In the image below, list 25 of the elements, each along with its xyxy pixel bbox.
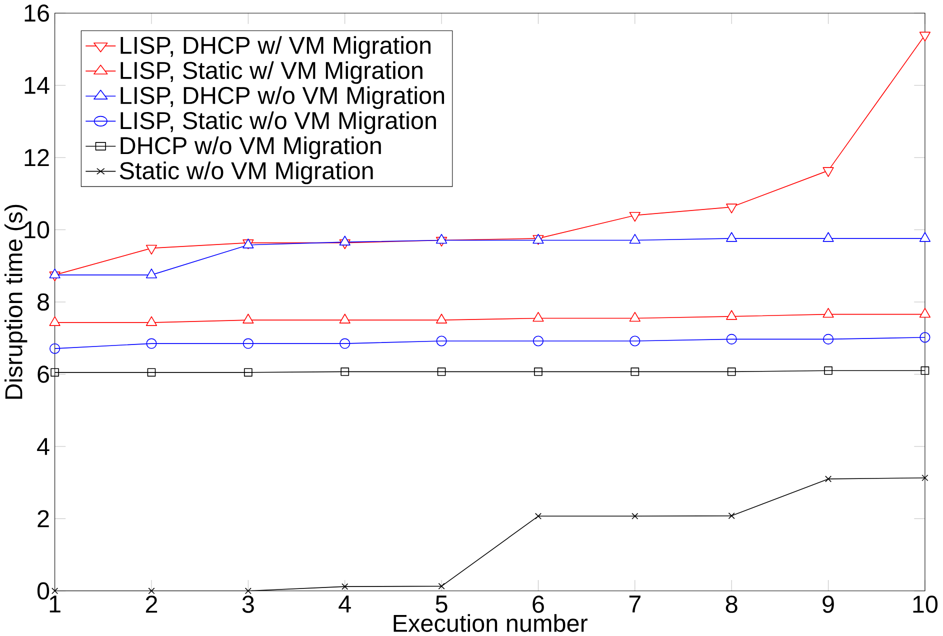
y-tick-label: 12 bbox=[24, 148, 49, 166]
legend-label: LISP, DHCP w/o VM Migration bbox=[120, 86, 444, 109]
legend-label: Static w/o VM Migration bbox=[120, 161, 373, 184]
x-tick-label: 1 bbox=[50, 595, 60, 612]
y-tick-label: 4 bbox=[37, 438, 50, 455]
legend-label: LISP, DHCP w/ VM Migration bbox=[120, 36, 430, 59]
x-tick-label: 5 bbox=[436, 595, 448, 612]
y-tick-label: 0 bbox=[37, 582, 50, 600]
x-tick-label: 2 bbox=[146, 595, 158, 612]
y-tick-label: 8 bbox=[38, 293, 49, 310]
x-tick-label: 7 bbox=[629, 595, 640, 612]
x-axis-title: Execution number bbox=[394, 614, 588, 632]
y-tick-label: 6 bbox=[38, 365, 49, 383]
x-tick-label: 10 bbox=[913, 595, 938, 613]
x-tick-label: 6 bbox=[532, 595, 544, 613]
legend-label: LISP, Static w/o VM Migration bbox=[120, 111, 436, 134]
x-tick-label: 9 bbox=[822, 595, 834, 613]
legend-label: DHCP w/o VM Migration bbox=[120, 136, 381, 159]
y-tick-label: 14 bbox=[24, 76, 50, 94]
y-tick-label: 2 bbox=[38, 510, 49, 527]
x-tick-label: 4 bbox=[338, 595, 351, 612]
y-tick-label: 16 bbox=[24, 4, 49, 22]
x-tick-label: 8 bbox=[726, 595, 738, 613]
legend-label: LISP, Static w/ VM Migration bbox=[120, 60, 422, 84]
x-tick-label: 3 bbox=[242, 595, 254, 613]
